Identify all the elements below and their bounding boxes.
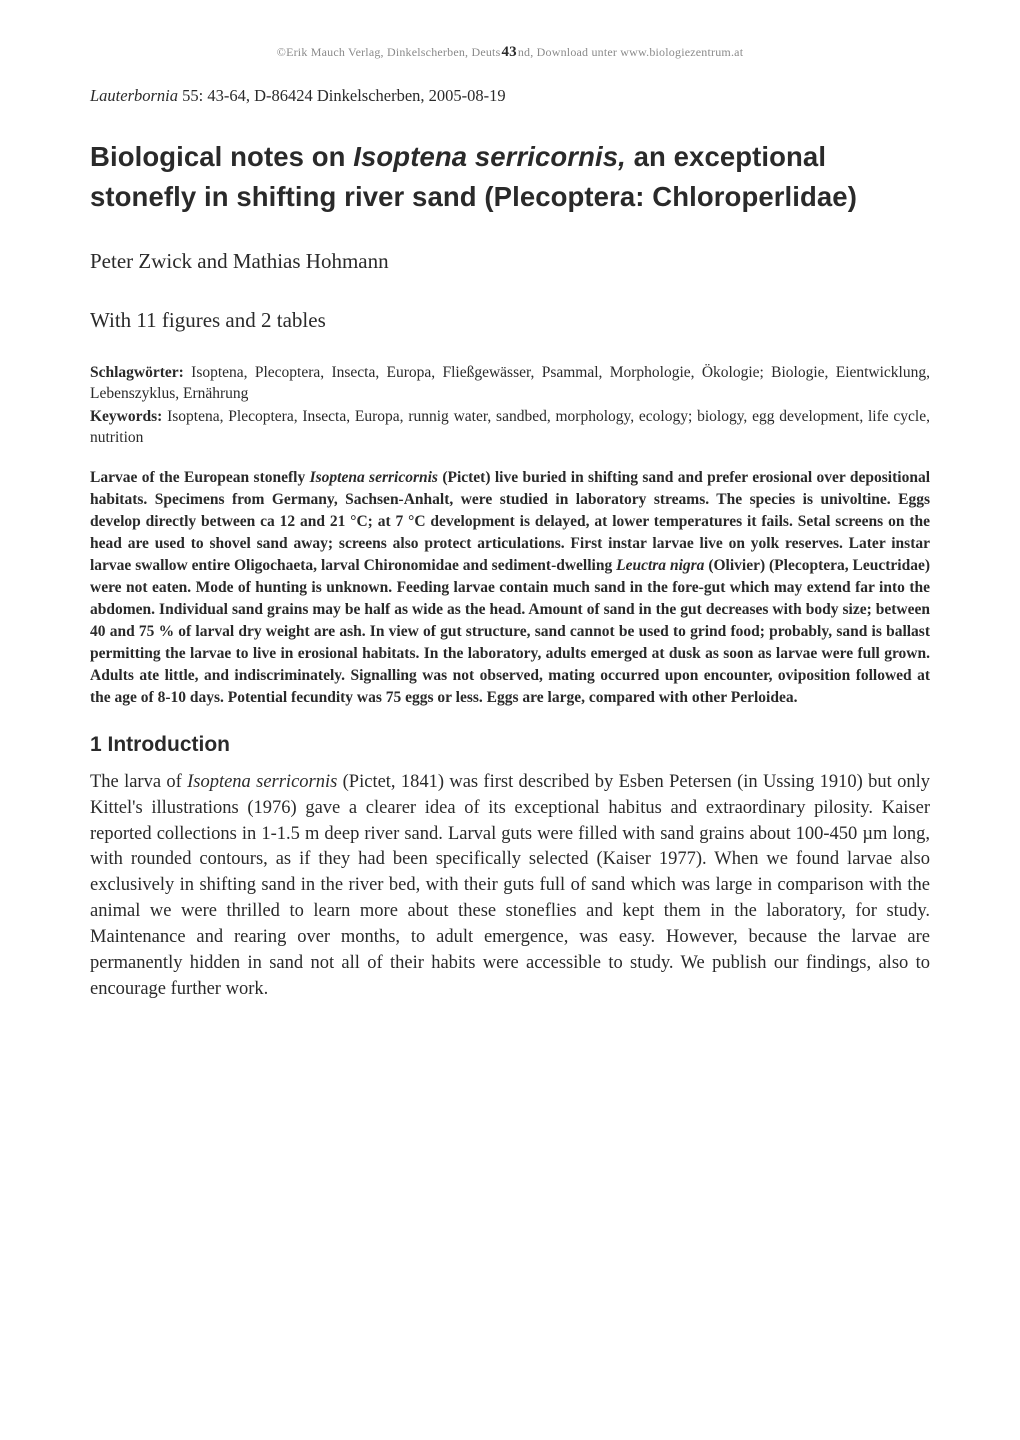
schlagworter-line: Schlagwörter: Isoptena, Plecoptera, Inse… bbox=[90, 363, 930, 405]
abstract-run1: Larvae of the European stonefly bbox=[90, 469, 310, 486]
page-number: 43 bbox=[501, 44, 516, 60]
introduction-paragraph: The larva of Isoptena serricornis (Picte… bbox=[90, 770, 930, 1003]
authors: Peter Zwick and Mathias Hohmann bbox=[90, 247, 930, 276]
keywords-line: Keywords: Isoptena, Plecoptera, Insecta,… bbox=[90, 407, 930, 449]
keywords-label: Keywords: bbox=[90, 408, 162, 425]
title-species: Isoptena serricornis, bbox=[353, 141, 626, 172]
intro-run2: (Pictet, 1841) was first described by Es… bbox=[90, 772, 930, 999]
abstract-species1: Isoptena serricornis bbox=[310, 469, 438, 486]
abstract-species2: Leuctra nigra bbox=[616, 557, 704, 574]
keywords-block: Schlagwörter: Isoptena, Plecoptera, Inse… bbox=[90, 363, 930, 449]
abstract-run3: (Olivier) (Plecoptera, Leuctridae) were … bbox=[90, 557, 930, 706]
journal-name: Lauterbornia bbox=[90, 86, 178, 105]
schlagworter-label: Schlagwörter: bbox=[90, 364, 184, 381]
section-heading-introduction: 1 Introduction bbox=[90, 731, 930, 760]
copyright-left: ©Erik Mauch Verlag, Dinkelscherben, Deut… bbox=[277, 45, 501, 59]
schlagworter-text: Isoptena, Plecoptera, Insecta, Europa, F… bbox=[90, 364, 930, 402]
article-title: Biological notes on Isoptena serricornis… bbox=[90, 137, 930, 217]
intro-run1: The larva of bbox=[90, 772, 187, 792]
abstract: Larvae of the European stonefly Isoptena… bbox=[90, 467, 930, 709]
journal-citation: Lauterbornia 55: 43-64, D-86424 Dinkelsc… bbox=[90, 85, 930, 108]
intro-species1: Isoptena serricornis bbox=[187, 772, 337, 792]
figures-tables-note: With 11 figures and 2 tables bbox=[90, 306, 930, 335]
title-part1: Biological notes on bbox=[90, 141, 353, 172]
header-copyright-line: ©Erik Mauch Verlag, Dinkelscherben, Deut… bbox=[90, 42, 930, 63]
citation-details: 55: 43-64, D-86424 Dinkelscherben, 2005-… bbox=[178, 86, 506, 105]
keywords-text: Isoptena, Plecoptera, Insecta, Europa, r… bbox=[90, 408, 930, 446]
copyright-right: nd, Download unter www.biologiezentrum.a… bbox=[518, 45, 743, 59]
